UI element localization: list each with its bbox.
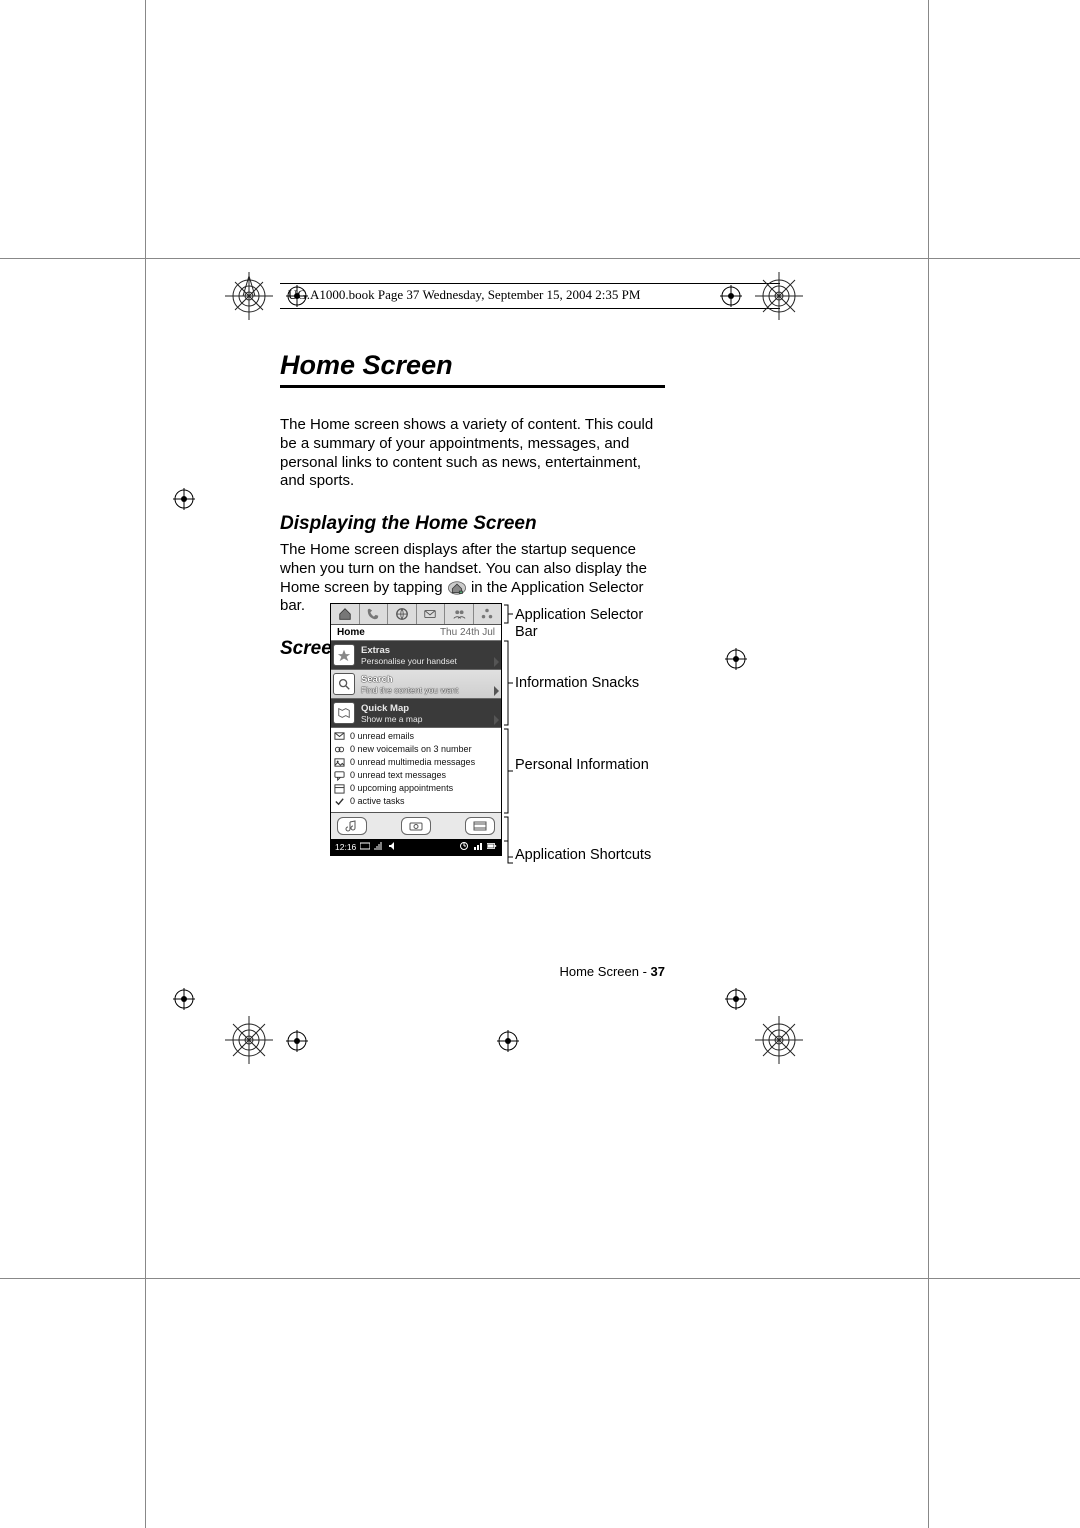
page-title: Home Screen (280, 350, 665, 388)
shortcut-video-icon (465, 817, 495, 835)
info-row: 0 new voicemails on 3 number (333, 743, 499, 756)
footer-label: Home Screen - (559, 964, 650, 979)
crop-line (0, 258, 1080, 259)
info-row: 0 active tasks (333, 795, 499, 808)
shortcut-music-icon (337, 817, 367, 835)
info-row: 0 unread text messages (333, 769, 499, 782)
voicemail-icon (333, 743, 346, 756)
callout-personal-information: Personal Information (515, 757, 665, 774)
snack-title: Extras (361, 645, 457, 656)
info-text: 0 unread multimedia messages (350, 756, 475, 769)
search-icon (333, 673, 355, 695)
chevron-right-icon (494, 686, 499, 696)
home-icon (447, 581, 467, 595)
info-text: 0 unread emails (350, 730, 414, 743)
application-shortcuts (331, 812, 501, 839)
mms-icon (333, 756, 346, 769)
info-text: 0 new voicemails on 3 number (350, 743, 472, 756)
registration-target-icon (286, 1030, 308, 1052)
registration-target-icon (725, 988, 747, 1010)
callout-application-shortcuts: Application Shortcuts (515, 847, 665, 864)
info-text: 0 unread text messages (350, 769, 446, 782)
registration-starburst-icon (225, 1016, 273, 1064)
registration-starburst-icon (755, 1016, 803, 1064)
chevron-right-icon (494, 715, 499, 725)
intro-paragraph: The Home screen shows a variety of conte… (280, 416, 665, 491)
sound-icon (388, 841, 398, 853)
snack-title: Quick Map (361, 703, 422, 714)
battery-icon (487, 841, 497, 853)
email-icon (333, 730, 346, 743)
crop-line (928, 0, 929, 1528)
registration-target-icon (173, 988, 195, 1010)
info-row: 0 unread multimedia messages (333, 756, 499, 769)
registration-target-icon (720, 285, 742, 307)
selector-phone-icon (360, 604, 389, 624)
registration-target-icon (497, 1030, 519, 1052)
snack-subtitle: Find the content you want (361, 685, 458, 695)
crop-line (145, 0, 146, 1528)
sms-icon (333, 769, 346, 782)
selector-apps-icon (474, 604, 502, 624)
snack-quickmap: Quick Map Show me a map (331, 699, 501, 728)
home-title-row: Home Thu 24th Jul (331, 625, 501, 641)
info-text: 0 active tasks (350, 795, 405, 808)
running-header: UG.A1000.book Page 37 Wednesday, Septemb… (280, 283, 780, 309)
personal-info-list: 0 unread emails 0 new voicemails on 3 nu… (331, 728, 501, 812)
info-row: 0 unread emails (333, 730, 499, 743)
home-label: Home (337, 627, 365, 638)
status-bar: 12:16 (331, 839, 501, 855)
registration-target-icon (173, 488, 195, 510)
snack-search: Search Find the content you want (331, 670, 501, 699)
application-selector-bar (331, 604, 501, 625)
info-row: 0 upcoming appointments (333, 782, 499, 795)
phone-diagram: Home Thu 24th Jul Extras Personalise you… (330, 603, 670, 893)
registration-starburst-icon (755, 272, 803, 320)
phone-mock: Home Thu 24th Jul Extras Personalise you… (330, 603, 502, 856)
page-footer: Home Screen - 37 (280, 964, 665, 979)
section-heading-displaying: Displaying the Home Screen (280, 513, 665, 535)
home-date: Thu 24th Jul (440, 627, 495, 638)
snack-extras: Extras Personalise your handset (331, 641, 501, 670)
chevron-right-icon (494, 657, 499, 667)
extras-icon (333, 644, 355, 666)
registration-starburst-icon (225, 272, 273, 320)
status-time: 12:16 (335, 842, 356, 852)
crop-line (0, 1278, 1080, 1279)
callout-information-snacks: Information Snacks (515, 675, 665, 692)
page-frame: UG.A1000.book Page 37 Wednesday, Septemb… (0, 0, 1080, 1528)
tasks-icon (333, 795, 346, 808)
footer-page-number: 37 (651, 964, 665, 979)
registration-target-icon (286, 285, 308, 307)
callout-selector-bar: Application Selector Bar (515, 607, 665, 642)
map-icon (333, 702, 355, 724)
selector-home-icon (331, 604, 360, 624)
calendar-icon (333, 782, 346, 795)
signal-icon (374, 841, 384, 853)
network-icon (473, 841, 483, 853)
alarm-icon (459, 841, 469, 853)
selector-contacts-icon (445, 604, 474, 624)
snack-title: Search (361, 674, 458, 685)
info-text: 0 upcoming appointments (350, 782, 453, 795)
keyboard-icon (360, 841, 370, 853)
snack-subtitle: Show me a map (361, 714, 422, 724)
selector-messages-icon (417, 604, 446, 624)
selector-browser-icon (388, 604, 417, 624)
registration-target-icon (725, 648, 747, 670)
shortcut-camera-icon (401, 817, 431, 835)
snack-subtitle: Personalise your handset (361, 656, 457, 666)
